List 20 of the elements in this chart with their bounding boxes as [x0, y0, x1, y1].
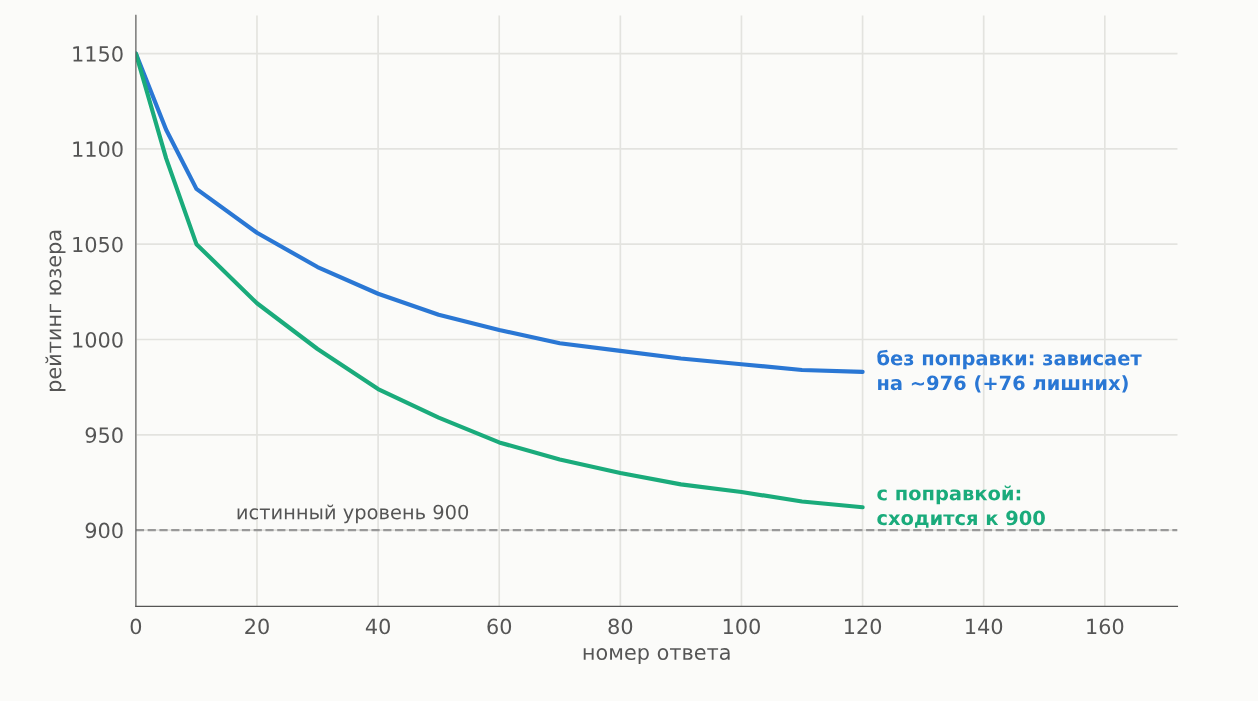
y-tick-label: 1100	[73, 141, 123, 158]
y-tick-label: 1050	[73, 236, 123, 253]
y-axis-title: рейтинг юзера	[45, 230, 66, 391]
y-tick-label: 1000	[73, 331, 123, 348]
x-tick-label: 0	[130, 618, 142, 635]
x-tick-label: 80	[608, 618, 633, 635]
x-axis-title: номер ответа	[583, 648, 730, 665]
x-tick-label: 120	[844, 618, 882, 635]
x-tick-label: 140	[966, 618, 1003, 635]
x-tick-label: 60	[487, 618, 512, 635]
ref-line-label: истинный уровень 900	[237, 504, 469, 524]
y-tick-label: 950	[85, 427, 123, 444]
y-tick-label: 900	[85, 522, 123, 539]
y-tick-label: 1150	[73, 46, 123, 62]
x-tick-label: 20	[245, 618, 269, 635]
x-tick-label: 100	[723, 618, 760, 635]
x-tick-label: 40	[365, 618, 390, 635]
x-tick-label: 160	[1087, 618, 1124, 635]
series-label: без поправки: зависает на ~976 (+76 лишних)	[877, 349, 1142, 393]
series-label: с поправкой: сходится к 900	[877, 485, 1045, 528]
